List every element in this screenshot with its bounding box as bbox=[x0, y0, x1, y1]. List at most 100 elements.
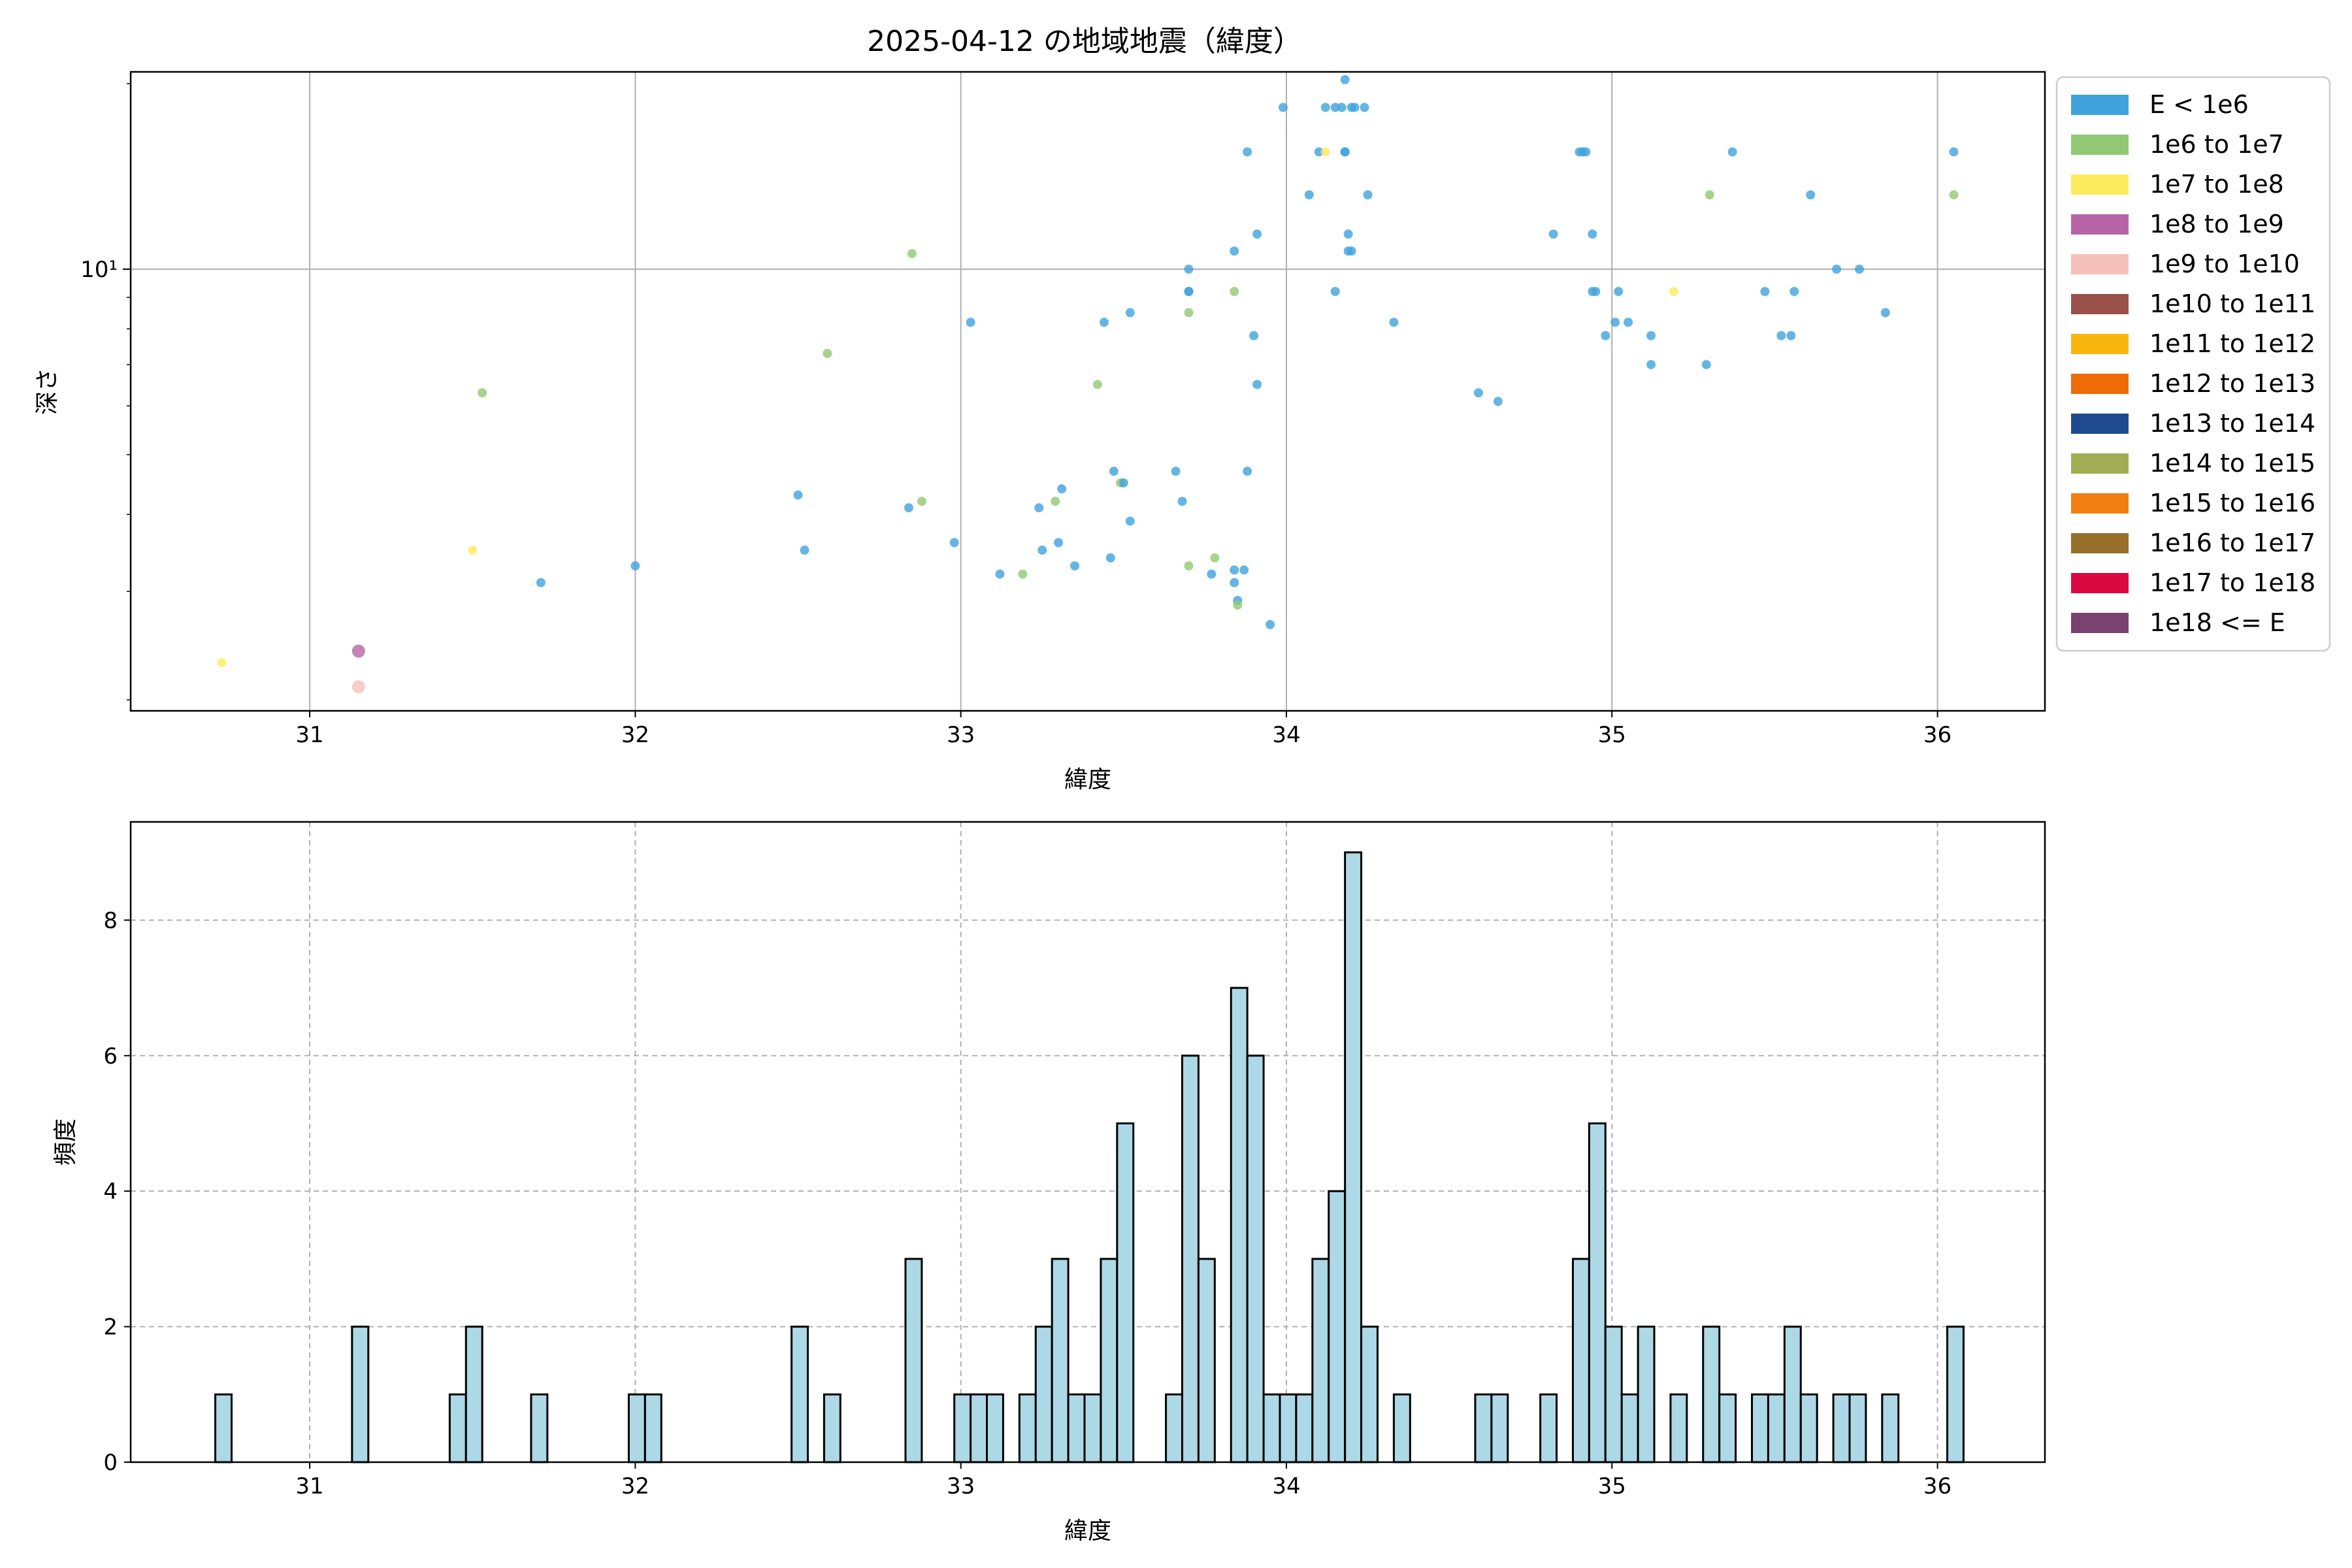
histogram-y-tick-label: 6 bbox=[103, 1043, 118, 1070]
legend-swatch bbox=[2071, 414, 2129, 434]
scatter-point bbox=[1320, 103, 1330, 112]
scatter-x-axis-label: 緯度 bbox=[1064, 766, 1111, 793]
histogram-axes: 31 32 33 34 35 36 0 2 4 6 8 bbox=[103, 907, 1952, 1499]
scatter-point bbox=[1727, 147, 1737, 157]
legend-swatch bbox=[2071, 135, 2129, 155]
histogram-bar bbox=[1328, 1190, 1347, 1463]
scatter-point bbox=[1343, 229, 1353, 239]
scatter-point bbox=[1243, 147, 1252, 157]
legend-label: 1e15 to 1e16 bbox=[2149, 489, 2315, 517]
histogram-bar bbox=[1539, 1393, 1558, 1463]
scatter-point bbox=[1184, 308, 1194, 318]
legend-swatch bbox=[2071, 214, 2129, 235]
scatter-point bbox=[1588, 229, 1597, 239]
histogram-bar bbox=[986, 1393, 1004, 1463]
scatter-point bbox=[1125, 516, 1135, 526]
scatter-y-tick-label: 10¹ bbox=[80, 257, 118, 283]
histogram-bar bbox=[1262, 1393, 1281, 1463]
scatter-point bbox=[1210, 553, 1220, 563]
scatter-grid bbox=[131, 72, 2045, 711]
scatter-panel: 31 32 33 34 35 36 10¹ 緯度 深さ bbox=[34, 71, 2046, 793]
legend-swatch bbox=[2071, 573, 2129, 593]
scatter-point bbox=[351, 680, 365, 694]
histogram-bar bbox=[1490, 1393, 1509, 1463]
scatter-point bbox=[1360, 103, 1369, 112]
scatter-x-tick-label: 36 bbox=[1923, 722, 1952, 748]
histogram-bar bbox=[1360, 1326, 1379, 1463]
scatter-point bbox=[1330, 287, 1340, 297]
legend-label: 1e7 to 1e8 bbox=[2149, 170, 2284, 199]
scatter-point bbox=[1230, 287, 1239, 297]
scatter-x-tick-label: 34 bbox=[1272, 722, 1300, 748]
scatter-point bbox=[1037, 546, 1047, 555]
scatter-point bbox=[1949, 147, 1959, 157]
histogram-bar bbox=[1474, 1393, 1493, 1463]
legend-swatch bbox=[2071, 174, 2129, 195]
scatter-point bbox=[1624, 318, 1633, 327]
histogram-bar bbox=[1783, 1326, 1802, 1463]
histogram-bar bbox=[953, 1393, 972, 1463]
scatter-point bbox=[1832, 264, 1842, 274]
legend-swatch bbox=[2071, 493, 2129, 514]
histogram-bar bbox=[1067, 1393, 1086, 1463]
scatter-point bbox=[1789, 287, 1799, 297]
histogram-x-tick-label: 35 bbox=[1598, 1473, 1626, 1499]
histogram-bar bbox=[1344, 851, 1363, 1463]
legend-swatch bbox=[2071, 294, 2129, 314]
histogram-y-tick-label: 0 bbox=[103, 1450, 118, 1476]
histogram-y-tick-label: 2 bbox=[103, 1315, 118, 1341]
histogram-bar bbox=[970, 1393, 988, 1463]
scatter-point bbox=[1249, 331, 1259, 340]
scatter-point bbox=[1184, 561, 1194, 571]
scatter-point bbox=[966, 318, 975, 327]
legend-label: 1e18 <= E bbox=[2149, 608, 2285, 637]
histogram-bar bbox=[644, 1393, 662, 1463]
scatter-plot-frame bbox=[129, 71, 2046, 712]
scatter-point bbox=[1330, 103, 1340, 112]
scatter-point bbox=[1548, 229, 1558, 239]
scatter-point bbox=[1239, 565, 1249, 575]
histogram-bar bbox=[1197, 1258, 1216, 1463]
histogram-bar bbox=[448, 1393, 467, 1463]
histogram-bar bbox=[1279, 1393, 1298, 1463]
scatter-point bbox=[1591, 287, 1601, 297]
scatter-point bbox=[1057, 484, 1067, 494]
histogram-bar bbox=[1100, 1258, 1119, 1463]
legend-label: 1e9 to 1e10 bbox=[2149, 250, 2300, 278]
histogram-x-tick-label: 36 bbox=[1923, 1473, 1952, 1499]
histogram-bar bbox=[1751, 1393, 1769, 1463]
scatter-point bbox=[1252, 380, 1262, 389]
scatter-point bbox=[1230, 578, 1239, 587]
histogram-x-tick-label: 33 bbox=[947, 1473, 975, 1499]
histogram-bar bbox=[1767, 1393, 1786, 1463]
scatter-point bbox=[1601, 331, 1610, 340]
scatter-point bbox=[1233, 600, 1243, 610]
histogram-bar bbox=[1848, 1393, 1867, 1463]
histogram-y-tick-label: 4 bbox=[103, 1179, 118, 1205]
scatter-point bbox=[1493, 397, 1503, 406]
scatter-point bbox=[1320, 147, 1330, 157]
histogram-bar bbox=[1311, 1258, 1330, 1463]
scatter-point bbox=[1646, 331, 1656, 340]
legend-swatch bbox=[2071, 453, 2129, 474]
scatter-point bbox=[1581, 147, 1591, 157]
scatter-point bbox=[1614, 287, 1624, 297]
legend-box bbox=[2055, 76, 2331, 652]
histogram-bar bbox=[1051, 1258, 1070, 1463]
histogram-x-tick-label: 32 bbox=[621, 1473, 649, 1499]
scatter-point bbox=[1051, 497, 1060, 506]
scatter-point bbox=[1340, 74, 1350, 84]
scatter-point bbox=[1610, 318, 1620, 327]
histogram-bar bbox=[214, 1393, 233, 1463]
scatter-point bbox=[536, 578, 546, 587]
legend-swatch bbox=[2071, 613, 2129, 633]
scatter-point bbox=[1347, 246, 1356, 256]
legend-label: 1e10 to 1e11 bbox=[2149, 289, 2315, 318]
histogram-bar bbox=[1230, 987, 1249, 1463]
scatter-point bbox=[1806, 190, 1816, 200]
histogram-bar bbox=[1799, 1393, 1818, 1463]
scatter-point bbox=[1207, 569, 1217, 579]
histogram-bar bbox=[1571, 1258, 1590, 1463]
scatter-point bbox=[1177, 497, 1187, 506]
scatter-point bbox=[478, 388, 487, 398]
